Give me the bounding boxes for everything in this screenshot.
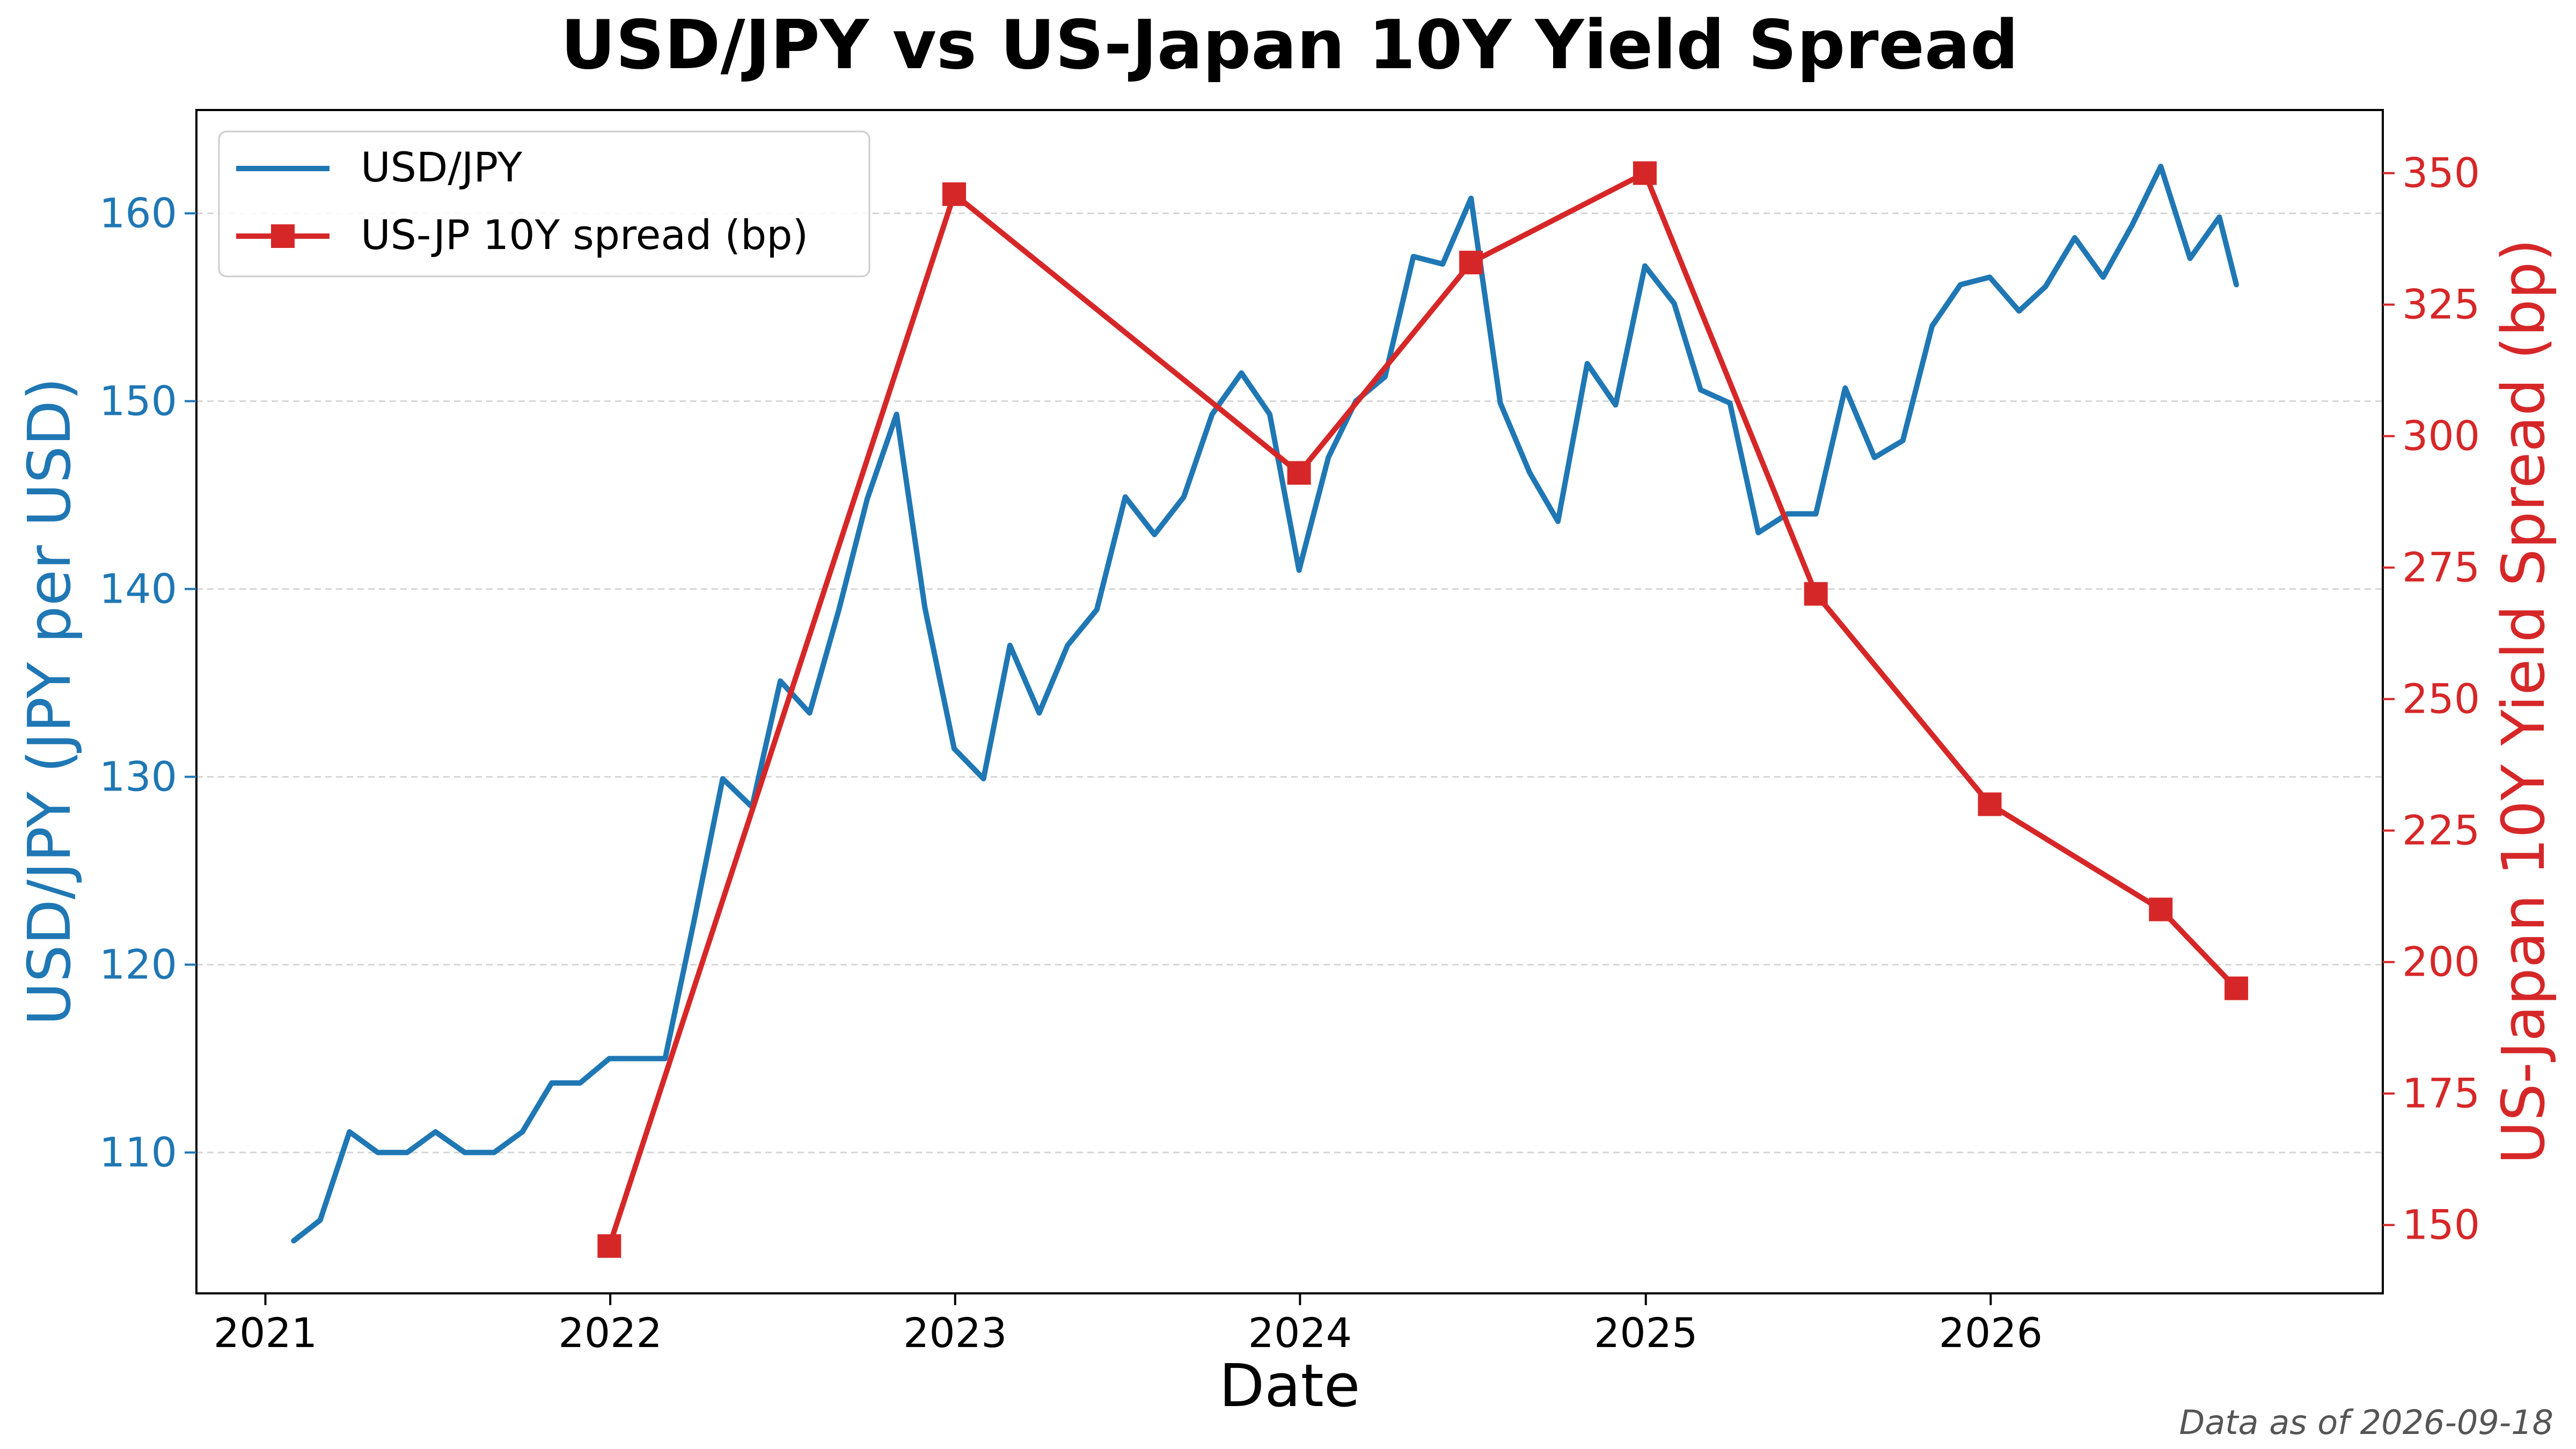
usdjpy-line xyxy=(291,164,2240,1243)
series-layer xyxy=(291,161,2249,1258)
x-tick-label-2024: 2024 xyxy=(1248,1309,1352,1357)
x-tick-label-2026: 2026 xyxy=(1939,1309,2043,1357)
legend: USD/JPY US-JP 10Y spread (bp) xyxy=(218,130,870,277)
y-axis-right: 150 175 200 225 250 275 300 325 350 xyxy=(2383,149,2480,1249)
y-right-tick-label-250: 250 xyxy=(2402,675,2480,723)
spread-marker-2023-12-31 xyxy=(1287,461,1311,485)
y-right-tick-label-200: 200 xyxy=(2402,938,2480,986)
data-as-of-note: Data as of 2026-09-18 xyxy=(2179,1403,2553,1442)
chart-title: USD/JPY vs US-Japan 10Y Yield Spread xyxy=(561,5,2018,84)
x-tick-label-2025: 2025 xyxy=(1594,1309,1697,1357)
y-left-tick-label-120: 120 xyxy=(99,941,177,989)
spread-marker-2022-12-31 xyxy=(942,182,966,206)
spread-marker-2021-12-31 xyxy=(597,1234,621,1258)
y-right-tick-label-150: 150 xyxy=(2402,1201,2480,1249)
legend-marker-spread xyxy=(271,224,295,248)
y-left-tick-label-110: 110 xyxy=(99,1129,177,1176)
y-right-tick-label-275: 275 xyxy=(2402,544,2480,591)
y-right-tick-label-325: 325 xyxy=(2402,281,2480,328)
y-left-tick-label-140: 140 xyxy=(99,565,177,613)
y-axis-left: 110 120 130 140 150 160 xyxy=(99,189,196,1176)
x-axis-label: Date xyxy=(1219,1351,1360,1420)
spread-marker-2025-12-31 xyxy=(1978,792,2002,816)
y-right-tick-label-350: 350 xyxy=(2402,149,2480,197)
gridlines xyxy=(196,213,2383,1153)
legend-box xyxy=(218,130,870,277)
y-axis-left-label: USD/JPY (JPY per USD) xyxy=(15,377,84,1026)
y-left-tick-label-160: 160 xyxy=(99,189,177,237)
legend-label-usdjpy: USD/JPY xyxy=(361,143,523,191)
y-right-tick-label-175: 175 xyxy=(2402,1070,2480,1117)
x-axis: 2021 2022 2023 2024 2025 2026 xyxy=(214,1293,2043,1357)
spread-marker-2026-09-18 xyxy=(2224,976,2249,1000)
x-tick-label-2022: 2022 xyxy=(558,1309,662,1357)
y-axis-right-label: US-Japan 10Y Yield Spread (bp) xyxy=(2489,239,2558,1165)
x-tick-label-2021: 2021 xyxy=(214,1309,317,1357)
plot-frame xyxy=(195,109,2384,1294)
spread-marker-2026-06-30 xyxy=(2149,897,2173,921)
spread-marker-2024-12-31 xyxy=(1633,161,1657,185)
spread-line xyxy=(606,170,2240,1249)
y-right-tick-label-300: 300 xyxy=(2402,412,2480,460)
spread-marker-2024-06-30 xyxy=(1459,251,1483,275)
spread-marker-2025-06-30 xyxy=(1804,582,1828,606)
legend-label-spread: US-JP 10Y spread (bp) xyxy=(361,211,808,259)
y-left-tick-label-130: 130 xyxy=(99,753,177,801)
x-tick-label-2023: 2023 xyxy=(903,1309,1007,1357)
y-right-tick-label-225: 225 xyxy=(2402,807,2480,854)
y-left-tick-label-150: 150 xyxy=(99,377,177,425)
